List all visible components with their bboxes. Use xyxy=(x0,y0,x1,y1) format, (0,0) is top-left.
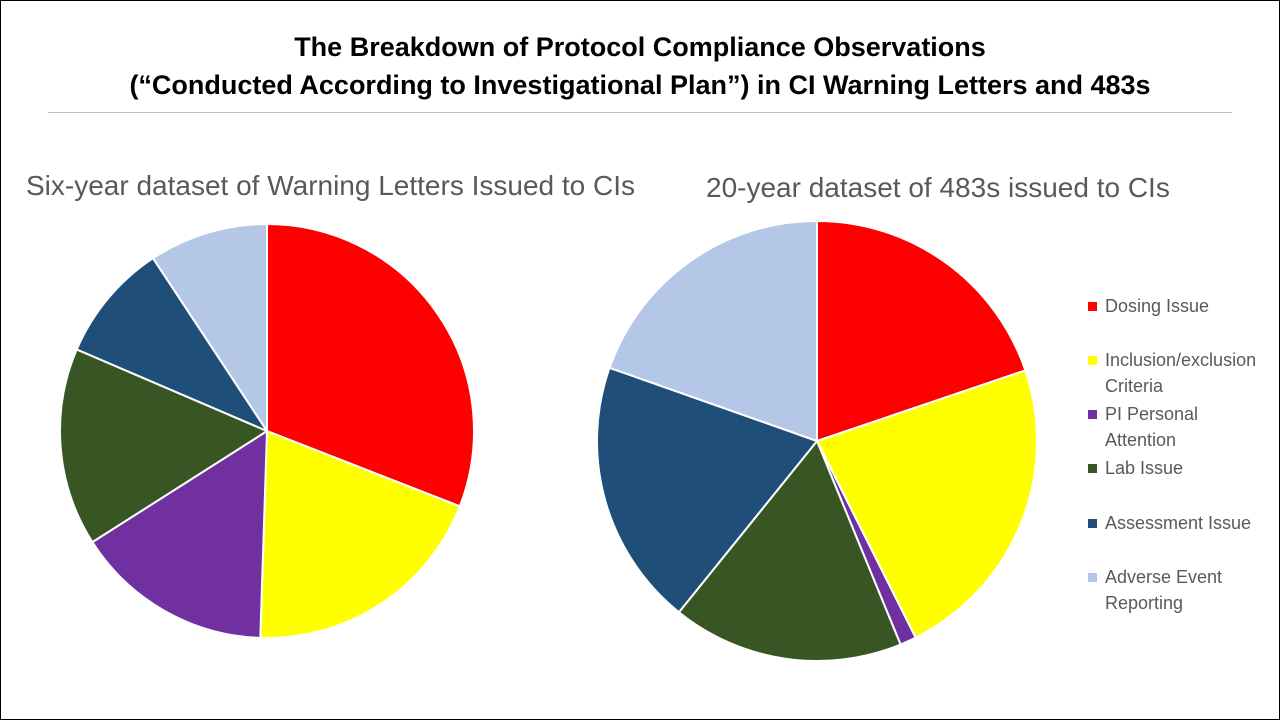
pie-slice-assessment-issue xyxy=(596,366,818,614)
pie-slice-inclusion-exclusion-criteria xyxy=(816,369,1038,639)
pie-slice-assessment-issue xyxy=(75,257,268,432)
pie-slice-dosing-issue xyxy=(266,223,475,508)
legend-swatch xyxy=(1088,356,1097,365)
pie-slice-lab-issue xyxy=(677,440,902,662)
legend-swatch xyxy=(1088,464,1097,473)
legend-swatch xyxy=(1088,302,1097,311)
legend-label-line-2: Reporting xyxy=(1105,593,1184,613)
legend-label: Dosing Issue xyxy=(1105,296,1210,316)
pie-slice-pi-personal-attention xyxy=(91,430,268,639)
pie-slice-adverse-event-reporting xyxy=(608,220,818,442)
legend-swatch xyxy=(1088,519,1097,528)
left-chart-title: Six-year dataset of Warning Letters Issu… xyxy=(26,170,636,201)
slide-title-line-2: (“Conducted According to Investigational… xyxy=(129,70,1151,100)
legend-label: PI Personal xyxy=(1105,404,1199,424)
legend-label: Adverse Event xyxy=(1105,567,1223,587)
pie-slice-dosing-issue xyxy=(816,220,1027,442)
slide-title: The Breakdown of Protocol Compliance Obs… xyxy=(0,28,1280,104)
slide-title-line-1: The Breakdown of Protocol Compliance Obs… xyxy=(294,32,986,62)
legend-swatch xyxy=(1088,410,1097,419)
pie-slice-adverse-event-reporting xyxy=(152,223,268,432)
legend-label: Assessment Issue xyxy=(1105,513,1252,533)
right-chart-title: 20-year dataset of 483s issued to CIs xyxy=(706,172,1170,203)
pie-slice-lab-issue xyxy=(59,348,268,544)
legend-label-line-2: Attention xyxy=(1105,430,1177,450)
pie-slice-inclusion-exclusion-criteria xyxy=(259,430,461,639)
legend-label: Lab Issue xyxy=(1105,458,1184,478)
title-divider xyxy=(48,112,1232,113)
legend-label-line-2: Criteria xyxy=(1105,376,1164,396)
legend-label: Inclusion/exclusion xyxy=(1105,350,1257,370)
legend-swatch xyxy=(1088,573,1097,582)
